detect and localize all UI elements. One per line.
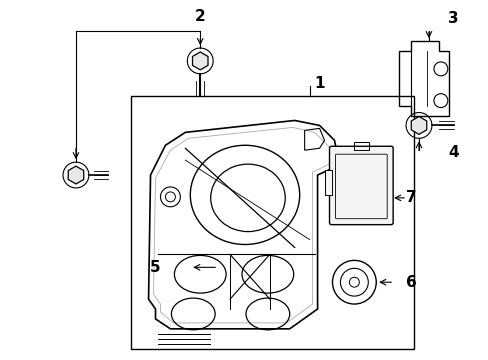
Bar: [354, 142, 368, 150]
Text: 3: 3: [447, 11, 458, 26]
Bar: [324, 170, 332, 195]
Text: 2: 2: [195, 9, 205, 24]
Text: 6: 6: [405, 275, 416, 290]
Text: 5: 5: [150, 260, 161, 275]
Text: 7: 7: [405, 190, 415, 205]
Text: 1: 1: [314, 76, 324, 91]
Bar: [130, 96, 413, 349]
Polygon shape: [68, 166, 83, 184]
Text: 4: 4: [447, 145, 458, 160]
FancyBboxPatch shape: [329, 146, 392, 225]
Polygon shape: [410, 117, 426, 134]
Polygon shape: [192, 52, 207, 70]
